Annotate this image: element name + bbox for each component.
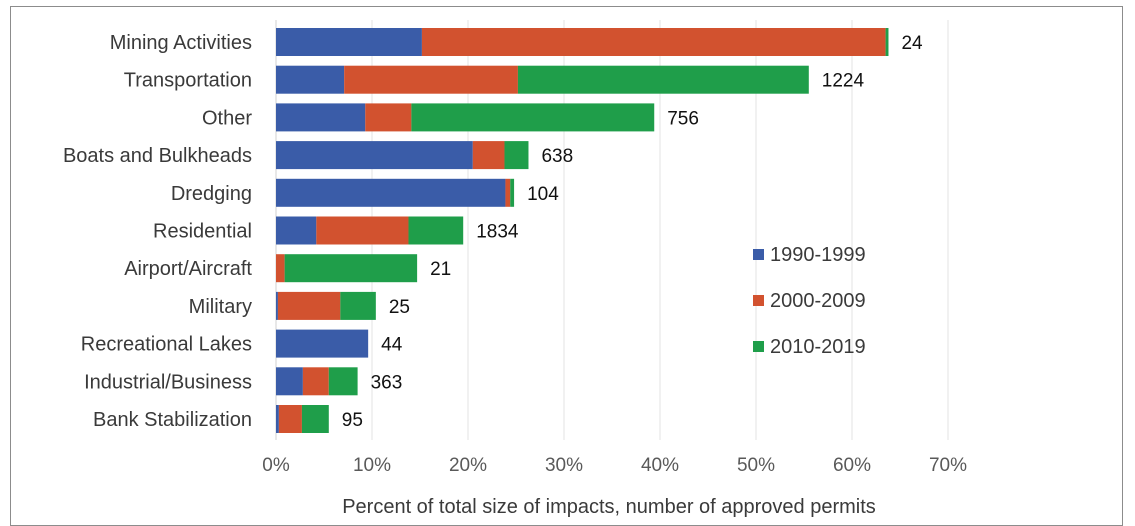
x-tick-labels: 0% 10% 20% 30% 40% 50% 60% 70% [262, 455, 967, 476]
legend-swatch [753, 249, 764, 260]
bar-segment [408, 216, 464, 245]
category-label: Other [202, 107, 252, 129]
bar-segment [276, 329, 369, 358]
data-labels: 24 1224 756 638 104 1834 21 25 44 363 95 [342, 33, 923, 431]
data-label: 1834 [476, 222, 519, 243]
bar-segment [278, 405, 302, 433]
category-label: Dredging [171, 183, 252, 205]
bar-segment [505, 178, 511, 207]
x-tick-label: 70% [929, 455, 967, 476]
x-tick-label: 10% [353, 455, 391, 476]
category-label: Airport/Aircraft [124, 258, 252, 280]
data-label: 44 [381, 335, 403, 356]
x-tick-label: 20% [449, 455, 487, 476]
bar-segment [276, 28, 422, 56]
category-label: Recreational Lakes [81, 334, 252, 356]
bar-segment [276, 178, 506, 207]
category-label: Mining Activities [110, 32, 252, 54]
data-label: 104 [527, 184, 559, 205]
legend-label: 1990-1999 [770, 244, 866, 266]
bar-segment [421, 28, 886, 56]
data-label: 25 [389, 297, 410, 318]
bar-segment [302, 367, 329, 396]
bar-segment [301, 405, 329, 433]
x-axis-title: Percent of total size of impacts, number… [342, 496, 876, 518]
bar-segment [276, 367, 303, 396]
bar-segment [276, 141, 473, 170]
bar-segment [411, 103, 655, 132]
bar-segment [340, 291, 376, 320]
bar-segment [276, 254, 285, 283]
legend-label: 2000-2009 [770, 290, 866, 312]
bar-segment [365, 103, 412, 132]
data-label: 638 [541, 146, 573, 167]
category-label: Bank Stabilization [93, 409, 252, 431]
bar-segment [276, 405, 279, 433]
category-labels: Mining Activities Transportation Other Boat… [63, 32, 252, 431]
data-label: 21 [430, 259, 451, 280]
x-tick-label: 60% [833, 455, 871, 476]
bar-segment [328, 367, 358, 396]
bar-segment [284, 254, 418, 283]
bar-segment [344, 65, 518, 94]
bar-segment [276, 103, 366, 132]
legend-swatch [753, 341, 764, 352]
category-label: Transportation [124, 70, 252, 92]
legend-swatch [753, 295, 764, 306]
bar-segment [472, 141, 505, 170]
bars [276, 28, 889, 433]
x-tick-label: 50% [737, 455, 775, 476]
data-label: 24 [901, 33, 923, 54]
data-label: 95 [342, 410, 363, 431]
legend-label: 2010-2019 [770, 336, 866, 358]
bar-segment [276, 291, 278, 320]
data-label: 756 [667, 108, 699, 129]
bar-segment [504, 141, 529, 170]
bar-segment [277, 291, 341, 320]
category-label: Residential [153, 221, 252, 243]
legend: 1990-1999 2000-2009 2010-2019 [753, 244, 866, 358]
bar-segment [517, 65, 809, 94]
category-label: Industrial/Business [84, 371, 252, 393]
category-label: Boats and Bulkheads [63, 145, 252, 167]
data-label: 1224 [822, 71, 865, 92]
bar-segment [276, 216, 317, 245]
x-tick-label: 30% [545, 455, 583, 476]
bar-segment [316, 216, 409, 245]
bar-segment [885, 28, 889, 56]
category-label: Military [189, 296, 252, 318]
x-tick-label: 0% [262, 455, 290, 476]
bar-segment [510, 178, 515, 207]
bar-segment [276, 65, 345, 94]
data-label: 363 [371, 372, 403, 393]
x-tick-label: 40% [641, 455, 679, 476]
